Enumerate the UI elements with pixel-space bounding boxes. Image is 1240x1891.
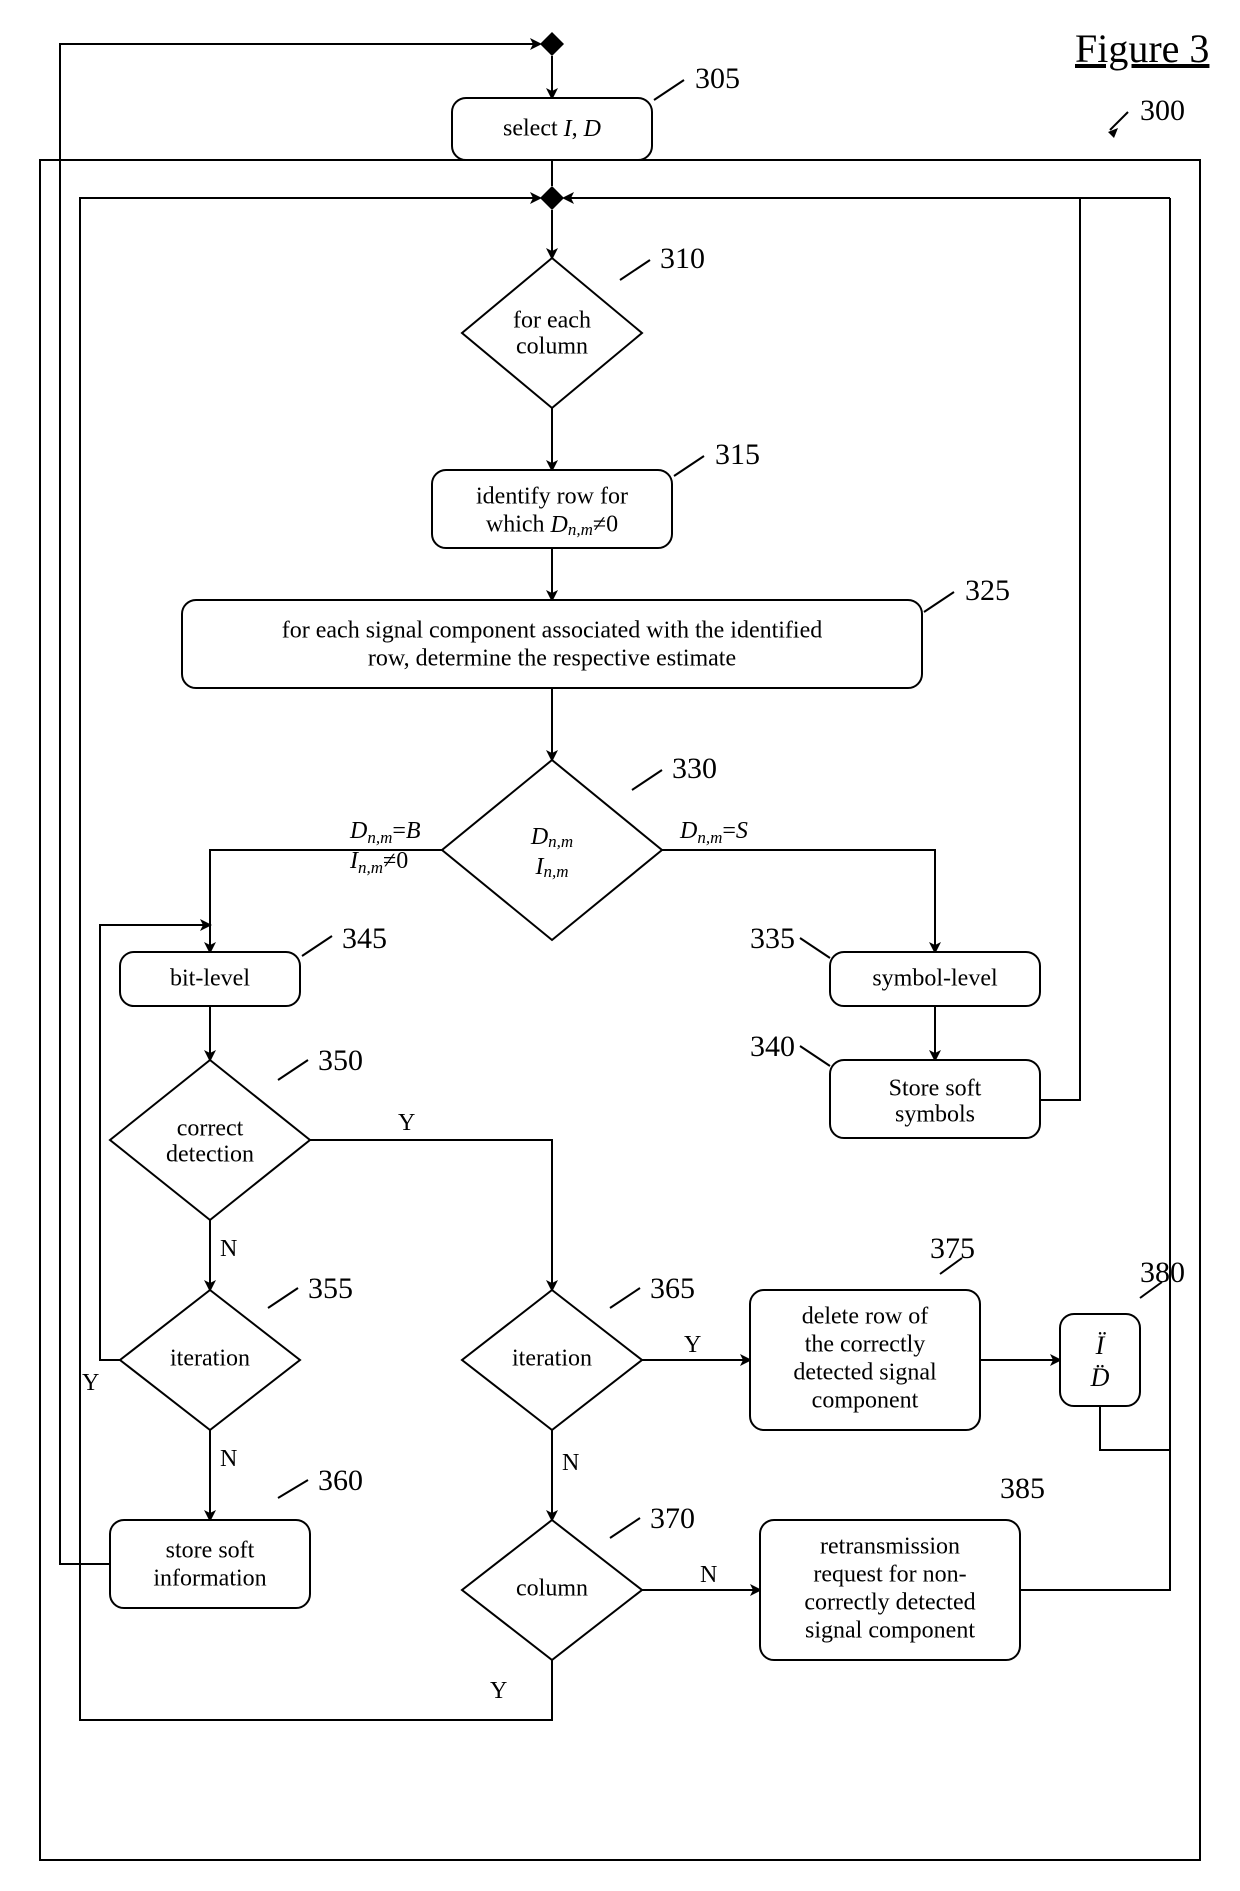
ref-330: 330 (672, 752, 717, 785)
ref-375: 375 (930, 1232, 975, 1265)
edge-385-loop (1020, 1450, 1170, 1590)
ref-305: 305 (695, 62, 740, 95)
edge-360-loop-top (60, 44, 540, 1564)
svg-text:Store soft: Store soft (889, 1076, 982, 1102)
svg-text:bit-level: bit-level (170, 966, 250, 992)
edge-label-355-Y: Y (82, 1370, 99, 1396)
node-345: bit-level (120, 952, 300, 1006)
ref-335: 335 (750, 922, 795, 955)
svg-text:request for non-: request for non- (813, 1562, 966, 1588)
edge-label-370-Y: Y (490, 1678, 507, 1704)
ref-365: 365 (650, 1272, 695, 1305)
svg-text:detection: detection (166, 1142, 254, 1168)
flowchart-canvas: Figure 3 300 select I, D 305 for each co… (0, 0, 1240, 1891)
ref-leader-355 (268, 1288, 298, 1308)
ref-leader-345 (302, 936, 332, 956)
edge-label-355-N: N (220, 1446, 237, 1472)
svg-text:delete row of: delete row of (802, 1304, 929, 1330)
edge-label-330-right: Dn,m=S (679, 818, 748, 847)
edge-label-350-Y: Y (398, 1110, 415, 1136)
node-310: for each column (462, 258, 642, 408)
node-335: symbol-level (830, 952, 1040, 1006)
svg-text:correctly detected: correctly detected (804, 1590, 975, 1616)
svg-text:for each signal component asso: for each signal component associated wit… (282, 618, 823, 644)
svg-text:the correctly: the correctly (805, 1332, 926, 1358)
node-305: select I, D (452, 98, 652, 160)
edge-350-to-365 (310, 1140, 552, 1290)
svg-text:symbol-level: symbol-level (872, 966, 998, 992)
svg-text:for each: for each (513, 308, 591, 334)
edge-label-330-left-1: Dn,m=B (349, 818, 421, 847)
node-355: iteration (120, 1290, 300, 1430)
merge-diamond-top (540, 186, 564, 210)
svg-text:iteration: iteration (170, 1346, 250, 1372)
ref-300: 300 (1140, 94, 1185, 127)
figure-title: Figure 3 (1075, 26, 1209, 71)
ref-leader-310 (620, 260, 650, 280)
ref-385: 385 (1000, 1472, 1045, 1505)
ref-355: 355 (308, 1272, 353, 1305)
node-380: Ï D̈ (1060, 1314, 1140, 1406)
entry-diamond (540, 32, 564, 56)
ref-leader-335 (800, 938, 830, 958)
edge-330-to-335 (662, 850, 935, 952)
ref-380: 380 (1140, 1256, 1185, 1289)
edge-label-350-N: N (220, 1236, 237, 1262)
svg-text:retransmission: retransmission (820, 1534, 960, 1560)
svg-text:signal component: signal component (805, 1618, 975, 1644)
ref-325: 325 (965, 574, 1010, 607)
ref-leader-315 (674, 456, 704, 476)
ref-leader-305 (654, 80, 684, 100)
edge-label-330-left-2: In,m≠0 (349, 848, 408, 877)
svg-text:information: information (153, 1566, 266, 1592)
node-340: Store soft symbols (830, 1060, 1040, 1138)
edge-label-365-Y: Y (684, 1332, 701, 1358)
ref-345: 345 (342, 922, 387, 955)
node-360: store soft information (110, 1520, 310, 1608)
ref-350: 350 (318, 1044, 363, 1077)
ref-340: 340 (750, 1030, 795, 1063)
node-330: Dn,m In,m (442, 760, 662, 940)
ref-leader-365 (610, 1288, 640, 1308)
svg-text:component: component (812, 1388, 919, 1414)
node-370: column (462, 1520, 642, 1660)
ref-315: 315 (715, 438, 760, 471)
ref-360: 360 (318, 1464, 363, 1497)
svg-text:select I, D: select I, D (503, 116, 601, 142)
svg-text:identify row for: identify row for (476, 484, 628, 510)
svg-text:which Dn,m≠0: which Dn,m≠0 (486, 512, 618, 539)
ref-leader-360 (278, 1480, 308, 1498)
node-375: delete row of the correctly detected sig… (750, 1290, 980, 1430)
ref-leader-370 (610, 1518, 640, 1538)
ref-leader-325 (924, 592, 954, 612)
ref-leader-350 (278, 1060, 308, 1080)
svg-text:column: column (516, 334, 588, 360)
edge-label-365-N: N (562, 1450, 579, 1476)
svg-text:symbols: symbols (895, 1102, 975, 1128)
ref-leader-330 (632, 770, 662, 790)
svg-text:correct: correct (177, 1116, 244, 1142)
ref-370: 370 (650, 1502, 695, 1535)
svg-text:column: column (516, 1576, 588, 1602)
node-315: identify row for which Dn,m≠0 (432, 470, 672, 548)
svg-text:row, determine the respective: row, determine the respective estimate (368, 646, 736, 672)
svg-text:iteration: iteration (512, 1346, 592, 1372)
ref-310: 310 (660, 242, 705, 275)
node-385: retransmission request for non- correctl… (760, 1520, 1020, 1660)
svg-text:detected signal: detected signal (793, 1360, 937, 1386)
node-325: for each signal component associated wit… (182, 600, 922, 688)
svg-text:D̈: D̈ (1090, 1363, 1110, 1392)
ref-leader-340 (800, 1046, 830, 1066)
node-365: iteration (462, 1290, 642, 1430)
svg-text:store soft: store soft (166, 1538, 255, 1564)
ref-leader-300 (1110, 112, 1128, 130)
node-350: correct detection (110, 1060, 310, 1220)
edge-label-370-N: N (700, 1562, 717, 1588)
